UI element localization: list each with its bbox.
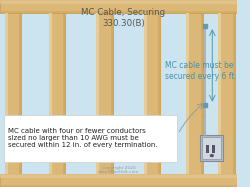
Bar — [233, 13, 235, 174]
Text: Copyright 2020
www.MikeHolt.com: Copyright 2020 www.MikeHolt.com — [98, 166, 139, 174]
Bar — [144, 13, 160, 174]
Bar — [218, 13, 221, 174]
Bar — [49, 13, 65, 174]
Bar — [5, 13, 8, 174]
Bar — [96, 13, 99, 174]
Bar — [218, 13, 235, 174]
Bar — [0, 11, 237, 13]
Bar — [0, 0, 237, 4]
Bar — [63, 13, 65, 174]
Bar — [5, 13, 21, 174]
Bar — [200, 135, 223, 161]
Bar — [186, 13, 203, 174]
Bar — [19, 13, 21, 174]
Bar — [0, 174, 237, 187]
Bar — [0, 174, 237, 178]
Text: MC cable with four or fewer conductors
sized no larger than 10 AWG must be
secur: MC cable with four or fewer conductors s… — [8, 128, 158, 148]
Bar — [144, 13, 146, 174]
Bar — [111, 13, 113, 174]
Bar — [49, 13, 51, 174]
Bar — [158, 13, 160, 174]
Bar — [206, 145, 208, 153]
Bar — [202, 137, 221, 159]
Bar — [186, 13, 189, 174]
Bar — [0, 185, 237, 187]
Bar — [201, 13, 203, 174]
FancyBboxPatch shape — [4, 115, 177, 162]
Text: MC cable must be
secured every 6 ft.: MC cable must be secured every 6 ft. — [165, 61, 237, 81]
Bar — [0, 0, 237, 13]
Bar — [212, 145, 215, 153]
Text: MC Cable, Securing
330.30(B): MC Cable, Securing 330.30(B) — [81, 8, 166, 28]
Bar — [96, 13, 113, 174]
Ellipse shape — [210, 154, 214, 157]
